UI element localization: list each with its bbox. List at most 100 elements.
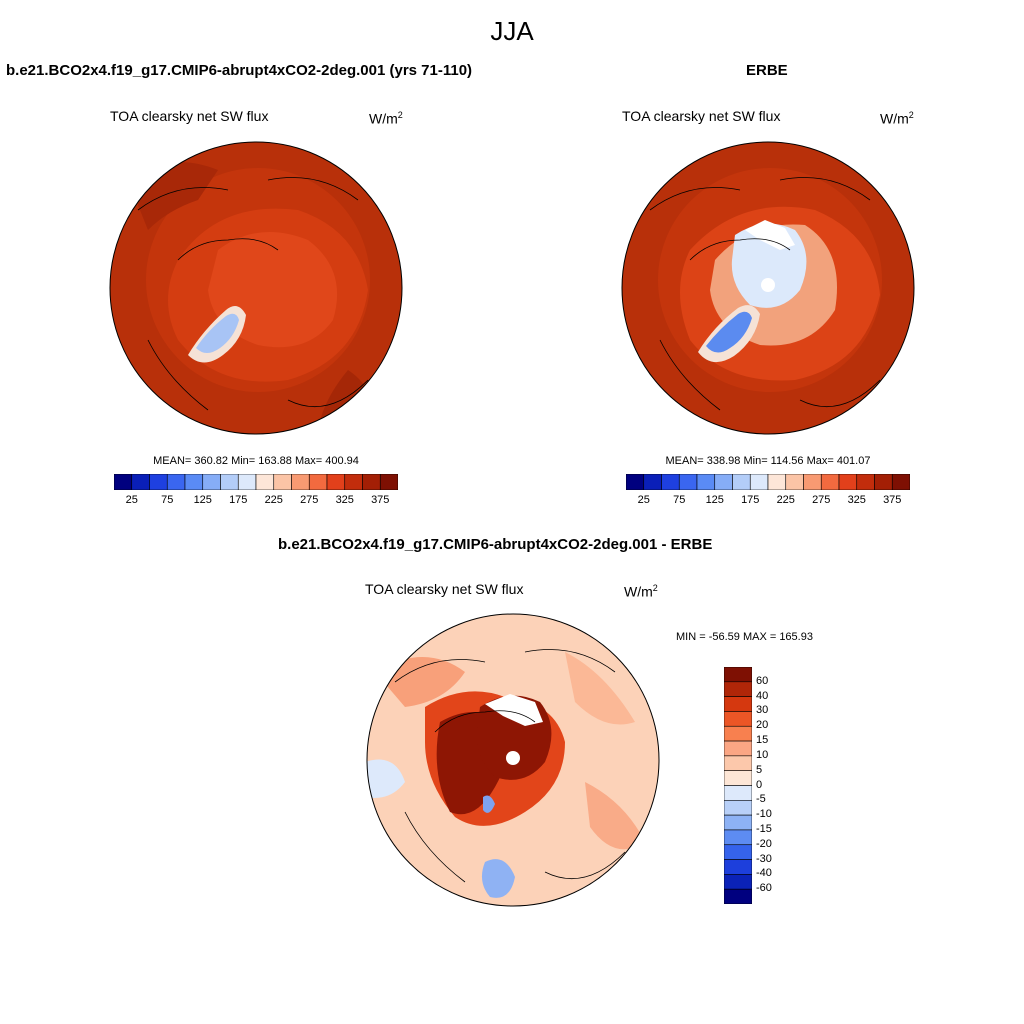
model-colorbar-box [149,474,168,490]
diff-map-border [366,613,660,907]
model-colorbar-box [237,474,257,490]
diff-colorbar-box [724,667,752,683]
model-colorbar-ticks: 25 75 125 175 225 275 325 375 [114,494,398,508]
diff-colorbar-box [724,725,752,742]
obs-map-border [621,141,915,435]
model-colorbar-box [131,474,150,490]
model-colorbar-box [114,474,133,490]
obs-colorbar-box [838,474,858,490]
model-coastlines [137,177,369,411]
obs-colorbar-tick: 375 [883,494,902,506]
obs-colorbar [626,474,910,490]
obs-colorbar-ticks: 25 75 125 175 225 275 325 375 [626,494,910,508]
obs-colorbar-box [803,474,822,490]
obs-colorbar-box [696,474,716,490]
diff-colorbar-box [724,755,752,771]
model-units-label: W/m2 [369,110,403,127]
model-colorbar-box [273,474,292,490]
diff-colorbar-tick: -15 [756,822,772,835]
diff-colorbar-box [724,785,752,801]
model-case-title: b.e21.BCO2x4.f19_g17.CMIP6-abrupt4xCO2-2… [6,62,473,79]
model-stats: MEAN= 360.82 Min= 163.88 Max= 400.94 [153,455,359,467]
model-colorbar-box [202,474,221,490]
diff-colorbar-box [724,681,752,697]
diff-colorbar-box [724,888,752,904]
model-colorbar-box [291,474,310,490]
diff-colorbar-tick: -60 [756,882,772,895]
model-map-border [109,141,403,435]
model-colorbar-tick: 25 [125,494,138,506]
diff-colorbar-ticks: 60 40 30 20 15 10 5 0 -5 -10 -15 -20 -30 -40 -60 [756,667,796,904]
diff-colorbar-box [724,814,752,831]
model-colorbar-tick: 125 [193,494,212,506]
obs-polar-map [621,141,915,435]
model-colorbar-tick: 325 [335,494,354,506]
diff-colorbar-tick: 40 [756,689,769,702]
diff-units-label: W/m2 [624,583,658,600]
diff-colorbar-box [724,711,752,727]
model-colorbar-tick: 175 [229,494,248,506]
obs-colorbar-box [732,474,751,490]
diff-colorbar-box [724,800,752,816]
obs-greenland-ice [706,311,752,353]
obs-stats: MEAN= 338.98 Min= 114.56 Max= 401.07 [665,455,871,467]
diff-colorbar-tick: 60 [756,674,769,687]
obs-colorbar-box [891,474,910,490]
model-colorbar-box [308,474,328,490]
model-variable-label: TOA clearsky net SW flux [110,108,269,124]
diff-polar-hole [506,751,520,765]
obs-colorbar-tick: 175 [741,494,760,506]
obs-missing-data [745,220,795,250]
diff-colorbar-box [724,844,752,860]
obs-colorbar-box [820,474,840,490]
model-colorbar-box [184,474,204,490]
diff-warm-patch-e [585,782,645,850]
obs-colorbar-tick: 225 [776,494,795,506]
model-colorbar-tick: 275 [300,494,319,506]
model-colorbar-tick: 75 [161,494,174,506]
diff-colorbar-tick: 30 [756,704,769,717]
diff-colorbar-tick: -20 [756,837,772,850]
diff-coastlines [394,649,626,883]
obs-units-label: W/m2 [880,110,914,127]
obs-colorbar-box [661,474,680,490]
obs-colorbar-box [626,474,645,490]
obs-colorbar-box [767,474,787,490]
diff-stats: MIN = -56.59 MAX = 165.93 [676,631,813,643]
figure-title: JJA [490,16,534,46]
obs-colorbar-tick: 25 [637,494,650,506]
model-colorbar-box [220,474,239,490]
model-colorbar-box [344,474,363,490]
diff-colorbar-tick: 10 [756,748,769,761]
model-colorbar [114,474,398,490]
model-colorbar-box [255,474,275,490]
diff-colorbar-tick: -40 [756,867,772,880]
diff-colorbar-box [724,859,752,875]
diff-cool-patch-w [367,759,405,798]
model-colorbar-tick: 225 [264,494,283,506]
diff-cool-patch-s [481,859,515,898]
diff-colorbar-box [724,740,752,757]
obs-colorbar-box [874,474,893,490]
model-colorbar-box [379,474,398,490]
obs-colorbar-box [714,474,733,490]
diff-colorbar-tick: 5 [756,763,763,776]
diff-variable-label: TOA clearsky net SW flux [365,581,524,597]
diff-colorbar-tick: -10 [756,808,772,821]
model-colorbar-box [166,474,186,490]
diff-colorbar [724,667,752,904]
obs-colorbar-tick: 325 [847,494,866,506]
model-colorbar-box [326,474,346,490]
diff-polar-map [366,613,660,907]
diff-case-title: b.e21.BCO2x4.f19_g17.CMIP6-abrupt4xCO2-2… [278,536,713,553]
obs-coastlines [649,177,881,411]
obs-colorbar-box [643,474,662,490]
obs-polar-hole [761,278,775,292]
obs-colorbar-box [678,474,698,490]
obs-colorbar-box [856,474,875,490]
obs-colorbar-tick: 275 [812,494,831,506]
obs-variable-label: TOA clearsky net SW flux [622,108,781,124]
obs-colorbar-tick: 75 [673,494,686,506]
diff-colorbar-tick: 20 [756,719,769,732]
model-colorbar-box [362,474,381,490]
